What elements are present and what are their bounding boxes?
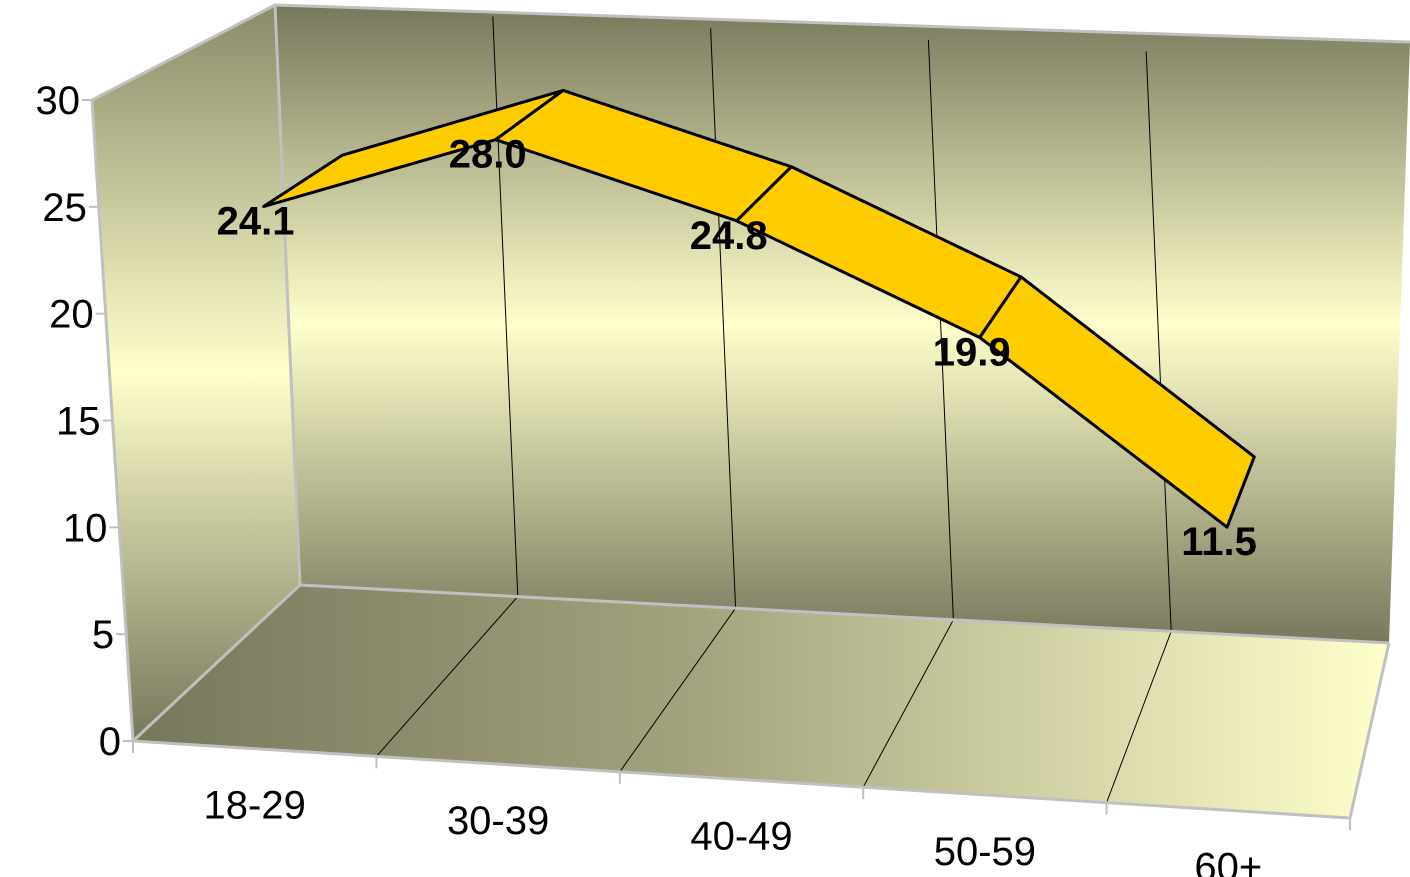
back-wall-gridline — [1145, 51, 1172, 632]
data-label: 11.5 — [1181, 520, 1257, 564]
side-wall — [92, 5, 300, 741]
data-labels: 24.1 28.0 24.8 19.9 11.5 — [217, 133, 1257, 565]
y-tick-label: 10 — [63, 506, 108, 550]
back-wall-gridline — [927, 39, 954, 620]
y-axis: 0 5 10 15 20 25 30 — [36, 79, 133, 764]
data-label: 24.1 — [217, 200, 295, 244]
x-tick-label: 60+ — [1194, 845, 1262, 877]
y-tick-label: 0 — [99, 720, 121, 764]
x-tick-label: 50-59 — [934, 830, 1036, 874]
y-tick-label: 20 — [49, 293, 94, 337]
floor-gridline — [619, 607, 737, 773]
floor-gridline — [376, 596, 519, 757]
back-wall-gridline — [710, 28, 737, 609]
y-tick-label: 30 — [36, 79, 81, 123]
x-tick-label: 40-49 — [690, 815, 792, 859]
data-label: 24.8 — [690, 214, 768, 258]
data-label: 28.0 — [449, 133, 527, 177]
floor-gridline — [1106, 631, 1172, 803]
ribbon-segment — [978, 275, 1256, 529]
y-tick-label: 15 — [56, 400, 101, 444]
gridlines — [376, 16, 1172, 803]
back-wall — [275, 5, 1410, 643]
ribbon-series — [262, 88, 1256, 529]
floor-gridline — [862, 619, 954, 788]
y-tick-label: 25 — [42, 186, 87, 230]
y-tick-label: 5 — [92, 613, 114, 657]
x-axis: 18-29 30-39 40-49 50-59 60+ — [132, 741, 1351, 877]
data-label: 19.9 — [933, 330, 1011, 374]
x-tick-label: 30-39 — [447, 799, 549, 843]
x-tick-label: 18-29 — [204, 784, 306, 828]
